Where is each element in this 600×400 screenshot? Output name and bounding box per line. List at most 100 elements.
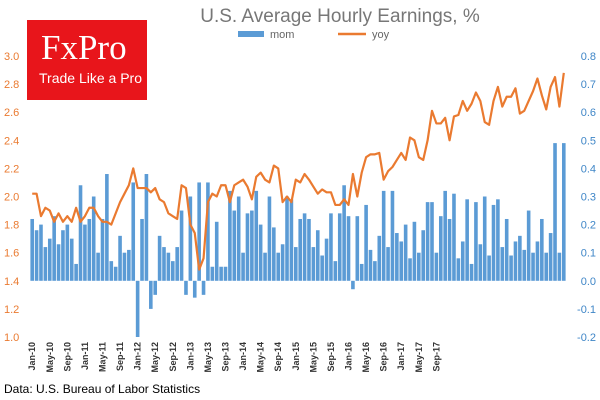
x-tick-label: May-13 — [203, 342, 213, 373]
x-tick-label: Sep-15 — [326, 342, 336, 372]
bar-mom — [241, 252, 245, 281]
right-axis-ticks: -0.2 -0.1 0.0 0.1 0.2 0.3 0.4 0.5 0.6 0.7 0.8 — [577, 51, 596, 344]
x-tick-label: Sep-13 — [221, 342, 231, 372]
bar-mom — [280, 244, 285, 281]
bar-mom — [395, 233, 399, 281]
bar-mom — [206, 182, 210, 281]
bar-mom — [236, 196, 241, 281]
bar-mom — [373, 261, 377, 281]
bar-mom — [30, 218, 34, 281]
bar-mom — [166, 252, 171, 281]
bar-mom — [447, 218, 452, 281]
right-tick-label: 0.3 — [581, 192, 596, 204]
logo-tagline: Trade Like a Pro — [39, 70, 142, 86]
bar-mom — [337, 213, 342, 281]
x-tick-label: Sep-11 — [115, 342, 125, 371]
left-tick-label: 1.4 — [4, 276, 19, 288]
bar-mom — [364, 204, 368, 281]
bar-mom — [232, 210, 237, 281]
left-tick-label: 2.2 — [4, 163, 19, 175]
legend-label-mom: mom — [270, 29, 294, 41]
bar-mom — [368, 249, 373, 281]
bar-mom — [381, 190, 386, 281]
bar-mom — [149, 280, 153, 309]
x-tick-label: May-15 — [308, 342, 318, 373]
bar-mom — [289, 199, 294, 281]
bar-mom — [188, 196, 193, 281]
bar-mom — [127, 249, 131, 281]
x-tick-label: May-12 — [150, 342, 160, 373]
bar-mom — [135, 280, 140, 337]
bar-mom — [250, 210, 254, 281]
bar-mom — [47, 238, 52, 281]
fxpro-logo: FxPro Trade Like a Pro — [27, 20, 147, 100]
bar-mom — [302, 213, 307, 281]
left-tick-label: 1.6 — [4, 248, 19, 260]
bar-mom — [390, 190, 395, 281]
bar-mom — [478, 244, 483, 281]
bar-mom — [162, 247, 166, 281]
bar-mom — [100, 218, 105, 281]
bar-mom — [157, 235, 162, 281]
left-tick-label: 2.8 — [4, 79, 19, 91]
bar-mom — [346, 216, 351, 281]
x-tick-label: May-14 — [256, 342, 266, 373]
bar-mom — [83, 224, 87, 281]
right-tick-label: 0.6 — [581, 107, 596, 119]
bar-mom — [412, 221, 417, 281]
bar-mom — [425, 202, 430, 281]
bar-mom — [443, 190, 447, 281]
bar-mom — [540, 218, 544, 281]
x-tick-label: May-16 — [361, 342, 371, 373]
bar-mom — [351, 280, 355, 290]
left-tick-label: 1.2 — [4, 304, 19, 316]
bar-mom — [219, 266, 223, 281]
right-tick-label: 0.0 — [581, 276, 596, 288]
bar-mom — [315, 230, 320, 281]
bar-mom — [531, 252, 535, 281]
bar-mom — [535, 241, 540, 281]
right-tick-label: 0.7 — [581, 79, 596, 91]
line-yoy — [32, 72, 565, 271]
bar-mom — [408, 258, 412, 281]
bar-mom — [39, 224, 43, 281]
bar-mom — [359, 263, 364, 281]
bar-mom — [342, 185, 346, 281]
bar-mom — [469, 263, 474, 281]
bar-mom — [294, 247, 298, 281]
left-tick-label: 2.4 — [4, 135, 19, 147]
bar-mom — [417, 252, 421, 281]
bar-mom — [311, 247, 316, 281]
right-tick-label: -0.1 — [577, 304, 596, 316]
bar-mom — [91, 196, 96, 281]
right-tick-label: 0.2 — [581, 220, 596, 232]
bar-mom — [210, 266, 215, 281]
bar-mom — [434, 252, 439, 281]
bar-mom — [175, 247, 179, 281]
bar-mom — [267, 196, 272, 281]
right-tick-label: 0.5 — [581, 135, 596, 147]
bar-mom — [307, 218, 311, 281]
bar-mom — [61, 230, 65, 281]
bar-mom — [399, 241, 404, 281]
bar-mom — [43, 247, 48, 281]
bar-mom — [144, 174, 149, 281]
left-axis-ticks: 1.0 1.2 1.4 1.6 1.8 2.0 2.2 2.4 2.6 2.8 3.0 — [4, 51, 19, 344]
bar-mom — [69, 238, 74, 281]
mom-bars — [30, 143, 566, 337]
x-tick-label: Jan-15 — [291, 342, 301, 371]
bar-mom — [504, 218, 509, 281]
bar-mom — [460, 241, 465, 281]
x-tick-label: Sep-16 — [379, 342, 389, 372]
bar-mom — [118, 235, 122, 281]
left-tick-label: 1.8 — [4, 220, 19, 232]
bar-mom — [179, 210, 184, 281]
source-note: Data: U.S. Bureau of Labor Statistics — [4, 382, 200, 396]
bar-mom — [245, 213, 250, 281]
x-tick-label: Jan-17 — [396, 342, 406, 371]
bar-mom — [56, 244, 61, 281]
x-tick-label: May-11 — [98, 342, 108, 372]
bar-mom — [170, 261, 175, 281]
x-tick-label: Sep-17 — [431, 342, 441, 372]
yoy-line — [32, 72, 565, 271]
